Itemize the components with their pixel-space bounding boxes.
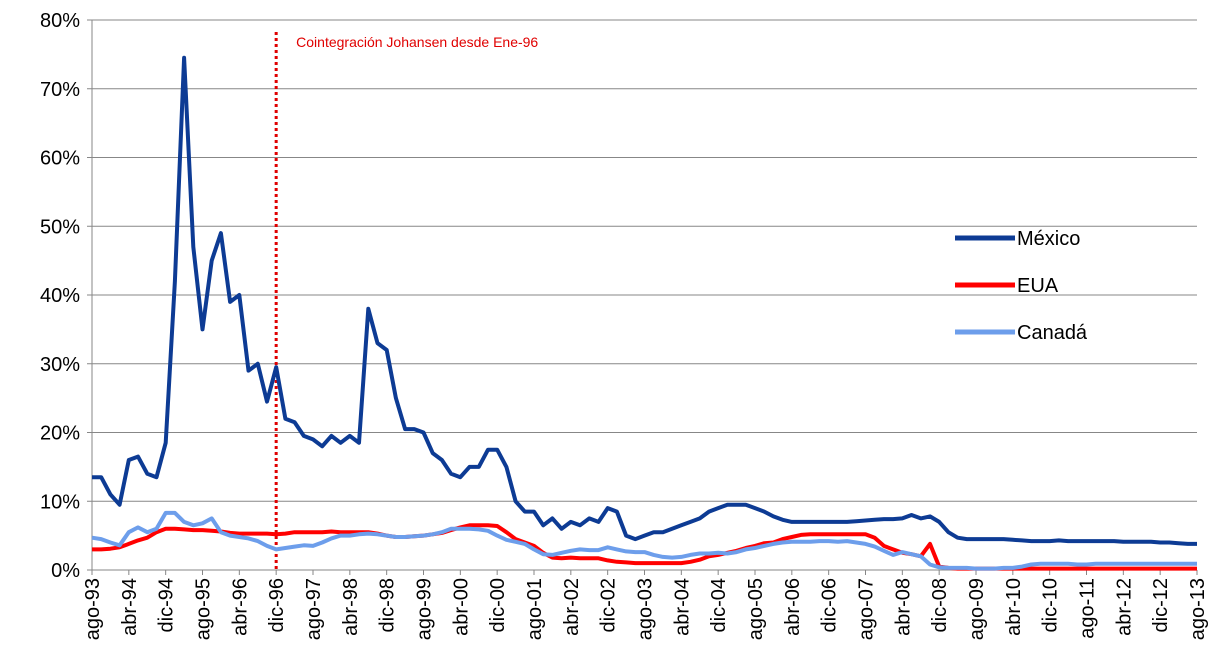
y-tick-label: 70% xyxy=(40,79,80,101)
x-tick-label: abr-04 xyxy=(671,578,693,636)
legend-label: Canadá xyxy=(1017,322,1088,344)
legend-label: México xyxy=(1017,228,1080,250)
x-tick-label: abr-10 xyxy=(1003,578,1025,636)
x-tick-label: abr-02 xyxy=(561,578,583,636)
series-line xyxy=(92,523,1197,571)
x-tick-label: abr-00 xyxy=(450,578,472,636)
x-tick-label: abr-96 xyxy=(229,578,251,636)
x-tick-label: ago-13 xyxy=(1187,578,1209,640)
y-tick-label: 0% xyxy=(51,560,80,582)
x-tick-label: abr-94 xyxy=(119,578,141,636)
x-tick-label: abr-08 xyxy=(892,578,914,636)
annotation: Cointegración Johansen desde Ene-96 xyxy=(296,34,538,50)
x-tick-label: dic-94 xyxy=(156,578,178,632)
x-tick-label: abr-98 xyxy=(340,578,362,636)
x-tick-label: dic-10 xyxy=(1040,578,1062,632)
x-tick-label: dic-02 xyxy=(598,578,620,632)
x-tick-label: ago-01 xyxy=(524,578,546,640)
x-tick-label: ago-95 xyxy=(193,578,215,640)
y-tick-label: 40% xyxy=(40,285,80,307)
x-tick-label: ago-99 xyxy=(414,578,436,640)
series-line xyxy=(92,55,1197,546)
x-tick-label: ago-11 xyxy=(1077,578,1099,639)
x-tick-label: dic-98 xyxy=(377,578,399,632)
x-tick-label: ago-03 xyxy=(635,578,657,640)
x-tick-label: dic-08 xyxy=(929,578,951,632)
x-tick-label: abr-12 xyxy=(1113,578,1135,636)
x-tick-label: ago-97 xyxy=(303,578,325,640)
y-tick-label: 80% xyxy=(40,10,80,32)
x-tick-label: ago-93 xyxy=(82,578,104,640)
x-tick-label: dic-06 xyxy=(819,578,841,632)
x-tick-label: dic-96 xyxy=(266,578,288,632)
y-tick-label: 10% xyxy=(40,491,80,513)
y-tick-label: 50% xyxy=(40,216,80,238)
x-tick-label: dic-00 xyxy=(487,578,509,632)
y-tick-label: 60% xyxy=(40,148,80,170)
x-tick-label: ago-09 xyxy=(966,578,988,640)
y-tick-label: 20% xyxy=(40,423,80,445)
y-tick-label: 30% xyxy=(40,354,80,376)
series-line xyxy=(91,510,1197,571)
x-tick-label: ago-05 xyxy=(745,578,767,640)
legend-label: EUA xyxy=(1017,275,1059,297)
x-tick-label: ago-07 xyxy=(856,578,878,640)
x-tick-label: abr-06 xyxy=(782,578,804,636)
x-tick-label: dic-12 xyxy=(1150,578,1172,632)
x-tick-label: dic-04 xyxy=(708,578,730,632)
